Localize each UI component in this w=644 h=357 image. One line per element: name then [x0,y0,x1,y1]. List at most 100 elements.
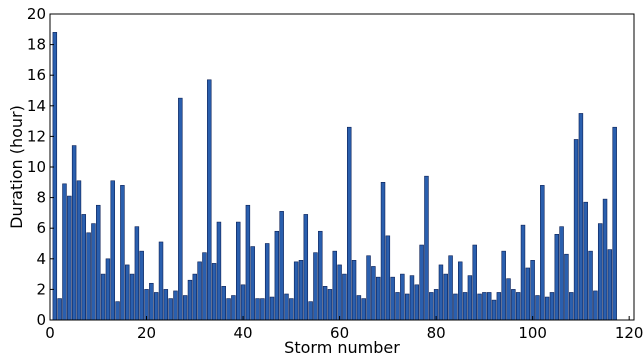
y-tick-label: 14 [27,97,46,115]
bar [57,298,62,321]
bar [395,292,400,321]
bar [477,293,482,321]
bar [236,221,241,321]
bar [602,198,608,321]
bar [540,185,545,321]
x-tick-label: 120 [615,324,644,342]
bar [105,258,111,321]
bar [491,299,497,321]
bar [530,260,535,321]
bar [607,249,613,321]
bar [240,284,246,321]
bar [612,126,617,321]
bar [361,298,366,321]
bar [153,292,159,321]
bar [298,260,304,321]
bar [429,292,434,321]
bar [211,263,217,321]
bar [100,273,106,321]
y-tick-label: 16 [27,66,46,84]
bar [573,139,579,321]
bar [86,232,91,321]
bar [559,226,564,321]
y-tick-label: 4 [36,250,46,268]
bar [337,264,342,321]
y-tick-label: 8 [36,189,46,207]
y-axis: 0 2 4 6 8 10 12 14 16 18 20 [27,5,54,329]
bar [173,290,178,321]
bar [414,284,420,321]
bar [163,289,169,321]
y-tick-label: 6 [36,219,46,237]
bar [139,250,144,321]
bar [197,261,202,321]
bar [274,230,280,321]
bar [390,276,395,321]
bar [578,113,584,321]
bar [187,279,193,321]
bar [71,145,77,321]
bar [472,244,477,321]
y-tick-label: 0 [36,311,46,329]
bar [250,246,255,321]
bar [342,273,347,321]
x-tick-label: 40 [234,324,253,342]
bar [511,289,516,321]
bar [433,289,439,321]
x-axis-title: Storm number [284,338,400,357]
bar [158,241,164,321]
bar [371,266,376,321]
bar [221,286,226,321]
bar [448,255,453,321]
bar [400,273,405,321]
bar [260,298,265,321]
bar [202,252,207,321]
bar [462,292,468,321]
y-tick-label: 20 [27,5,46,23]
bar [216,221,222,321]
bar [453,293,458,321]
bar [404,293,410,321]
bar [347,126,352,321]
bar [438,264,444,321]
bar [569,292,574,321]
bar [588,250,593,321]
bar [279,211,284,321]
bar [168,298,173,321]
bar [149,282,154,321]
bar [443,273,448,321]
bar [496,292,502,321]
bar [62,183,67,321]
bar [91,223,96,321]
y-tick-label: 18 [27,36,46,54]
bar [458,261,463,321]
bar [482,292,487,321]
bar [269,296,275,321]
bar [549,292,555,321]
bar [501,250,506,321]
bar [327,289,333,321]
x-tick-label: 20 [137,324,156,342]
bar [264,243,270,321]
bar [207,79,212,321]
bar [293,261,299,321]
bar [110,180,115,321]
bar [424,175,429,321]
bar [226,298,231,321]
bar [289,298,294,321]
bar [356,295,362,321]
bar [303,214,309,321]
bar [124,264,130,321]
bar [182,295,188,321]
bar [515,292,521,321]
bar [419,244,424,321]
bar [351,260,357,321]
bar [81,214,87,321]
bar [313,252,318,321]
bar [120,185,125,321]
bar [525,267,531,321]
bar [467,275,473,321]
bar [308,301,313,321]
bar [134,226,140,321]
bar [593,290,598,321]
